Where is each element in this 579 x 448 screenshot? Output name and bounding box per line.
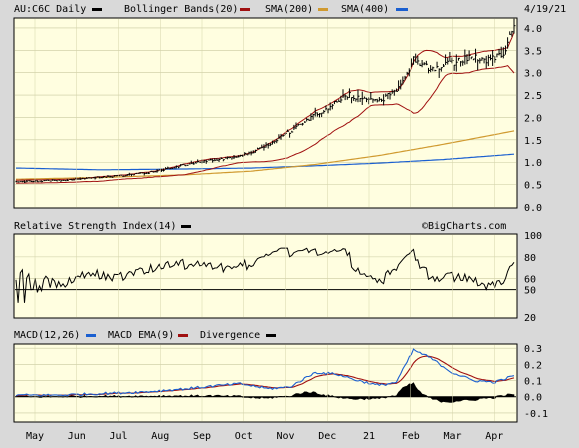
date-label: 4/19/21 — [524, 4, 566, 15]
x-tick-label-2: Jul — [109, 431, 127, 442]
x-tick-label-7: Dec — [318, 431, 336, 442]
macd-legend-macd: MACD(12,26) — [14, 330, 80, 341]
rsi-tick-label-3: 50 — [524, 286, 536, 297]
x-tick-label-0: May — [26, 431, 44, 442]
macd-y-axis: 0.3 0.2 0.1 0.0 -0.1 — [524, 344, 548, 420]
x-tick-label-9: Feb — [402, 431, 420, 442]
price-legend: AU:C6C Daily Bollinger Bands(20) SMA(200… — [14, 4, 408, 15]
x-tick-label-10: Mar — [443, 431, 461, 442]
x-tick-label-6: Nov — [276, 431, 294, 442]
x-tick-label-3: Aug — [151, 431, 169, 442]
rsi-tick-label-2: 60 — [524, 275, 536, 286]
macd-series — [15, 348, 515, 403]
price-panel: AU:C6C Daily Bollinger Bands(20) SMA(200… — [13, 4, 566, 214]
sma400-line — [16, 153, 515, 171]
macd-legend-swatch-divergence — [266, 334, 276, 337]
price-grid — [15, 27, 516, 185]
price-tick-label-6: 3.0 — [524, 69, 542, 80]
price-tick-label-4: 2.0 — [524, 113, 542, 124]
x-tick-label-5: Oct — [235, 431, 253, 442]
rsi-line — [15, 247, 515, 303]
legend-bollinger: Bollinger Bands(20) — [124, 4, 238, 15]
bollinger-lower-line — [15, 65, 515, 184]
price-tick-label-3: 1.5 — [524, 136, 542, 147]
x-tick-label-4: Sep — [193, 431, 211, 442]
price-series — [15, 18, 516, 184]
macd-tick-label-2: 0.1 — [524, 377, 542, 388]
rsi-tick-label-1: 80 — [524, 253, 536, 264]
macd-line — [15, 348, 515, 397]
legend-sma400: SMA(400) — [341, 4, 389, 15]
macd-legend-swatch-ema — [178, 334, 188, 337]
x-axis: May Jun Jul Aug Sep Oct Nov Dec 21 Feb Mar Apr — [26, 19, 503, 442]
rsi-series — [15, 247, 515, 303]
watermark: ©BigCharts.com — [422, 221, 506, 232]
legend-sma200: SMA(200) — [265, 4, 313, 15]
rsi-tick-label-4: 20 — [524, 313, 536, 324]
macd-panel: MACD(12,26) MACD EMA(9) Divergence 0.30.… — [13, 330, 548, 423]
divergence-area — [15, 382, 515, 403]
legend-swatch-sma400 — [396, 8, 408, 11]
price-tick-label-8: 4.0 — [524, 24, 542, 35]
macd-legend-ema: MACD EMA(9) — [108, 330, 174, 341]
macd-tick-label-3: 0.0 — [524, 393, 542, 404]
price-y-axis: 0.0 0.5 1.0 1.5 2.0 2.5 3.0 3.5 4.0 — [524, 24, 542, 214]
x-tick-label-11: Apr — [485, 431, 503, 442]
rsi-panel: Relative Strength Index(14) ©BigCharts.c… — [13, 221, 542, 324]
price-tick-label-0: 0.0 — [524, 203, 542, 214]
price-tick-label-5: 2.5 — [524, 91, 542, 102]
legend-swatch-ticker — [92, 8, 102, 11]
rsi-tick-label-0: 100 — [524, 231, 542, 242]
x-tick-label-1: Jun — [68, 431, 86, 442]
price-tick-label-7: 3.5 — [524, 46, 542, 57]
legend-ticker: AU:C6C Daily — [14, 4, 86, 15]
price-tick-label-2: 1.0 — [524, 158, 542, 169]
macd-tick-label-0: 0.3 — [524, 344, 542, 355]
legend-swatch-sma200 — [318, 8, 328, 11]
rsi-grid — [15, 256, 516, 291]
macd-tick-label-4: -0.1 — [524, 409, 548, 420]
macd-tick-label-1: 0.2 — [524, 360, 542, 371]
rsi-legend-swatch — [181, 225, 191, 228]
price-tick-label-1: 0.5 — [524, 181, 542, 192]
x-tick-label-8: 21 — [363, 431, 375, 442]
legend-swatch-bollinger — [240, 8, 250, 11]
rsi-title: Relative Strength Index(14) — [14, 221, 177, 232]
macd-legend-divergence: Divergence — [200, 330, 260, 341]
macd-legend-swatch-macd — [86, 334, 96, 337]
